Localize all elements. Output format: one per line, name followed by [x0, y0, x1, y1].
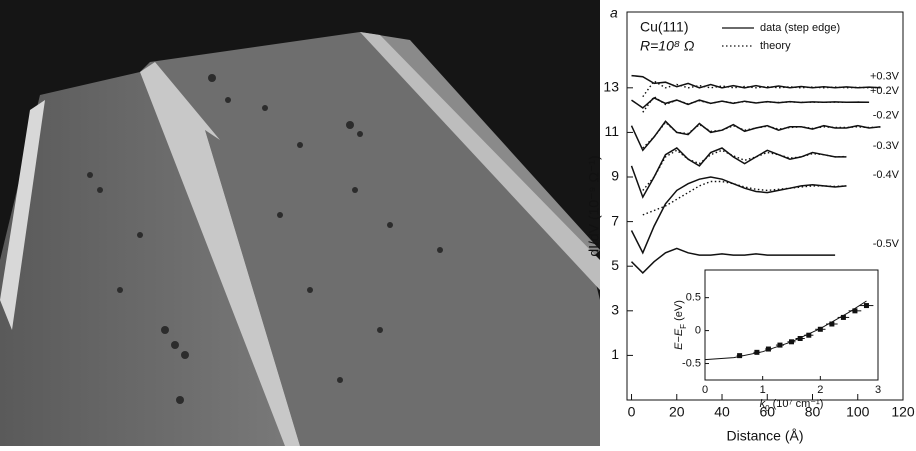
label-part: 0 [765, 404, 770, 413]
inset-x-tick-label: 2 [817, 384, 823, 396]
x-tick-label: 0 [628, 404, 636, 420]
curve-label: +0.3V [870, 71, 900, 83]
y-tick-label: 5 [611, 257, 619, 273]
panel-label: a [610, 5, 618, 21]
theory-line [642, 180, 847, 216]
y-tick-label: 13 [603, 79, 619, 95]
y-tick-label: 9 [611, 168, 619, 184]
point [817, 326, 823, 332]
inset-x-tick-label: 3 [875, 384, 881, 396]
curve-label: -0.2V [873, 110, 900, 122]
data-line [630, 147, 847, 199]
point [852, 308, 858, 314]
curve-label: -0.3V [873, 140, 900, 152]
label-part: E−E [673, 328, 685, 350]
inset-x-tick-label: 0 [702, 384, 708, 396]
annotation: Cu(111) [640, 19, 689, 35]
point [806, 332, 812, 338]
x-tick-label: 120 [891, 404, 915, 420]
x-axis-label: Distance (Å) [726, 428, 803, 444]
point [797, 336, 803, 342]
inset-y-tick-label: -0.5 [682, 357, 701, 369]
y-tick-label: 11 [604, 123, 619, 139]
point [863, 303, 869, 309]
x-tick-label: 40 [714, 404, 730, 420]
point [754, 349, 760, 355]
legend-label: theory [760, 40, 791, 52]
data-line [631, 74, 881, 89]
data-line [630, 176, 847, 255]
y-axis-label: dI/dV (10⁻⁹ Ω⁻¹) [586, 155, 602, 256]
y-tick-label: 1 [611, 346, 619, 362]
data-line [630, 247, 836, 274]
inset-frame [704, 269, 879, 381]
stm-image [0, 0, 600, 446]
point [829, 321, 835, 327]
curve-label: -0.5V [873, 238, 900, 250]
label-part: (eV) [673, 300, 685, 324]
inset-axis-label: E−EF (eV) [673, 300, 688, 350]
point [765, 346, 771, 352]
theory-line [642, 95, 870, 113]
curve-label: +0.2V [870, 85, 900, 97]
data-line [630, 120, 881, 152]
x-tick-label: 20 [669, 404, 685, 420]
label-part: (10⁷ cm⁻¹) [770, 398, 824, 410]
annotation: R=10⁸ Ω [640, 38, 695, 54]
theory-line [642, 80, 881, 98]
label-part: F [679, 324, 688, 329]
point [737, 353, 743, 359]
inset-axis-label: k0 (10⁷ cm⁻¹) [760, 398, 824, 413]
point [840, 314, 846, 320]
y-tick-label: 3 [611, 302, 619, 318]
plot-frame [626, 11, 904, 401]
point [789, 339, 794, 345]
data-line [631, 97, 870, 109]
label-part: k [760, 398, 766, 410]
curve-label: -0.4V [873, 169, 900, 181]
x-tick-label: 80 [805, 404, 821, 420]
x-tick-label: 60 [759, 404, 775, 420]
inset-y-tick-label: 0 [695, 325, 701, 337]
x-tick-label: 100 [846, 404, 870, 420]
point [777, 342, 783, 348]
inset-x-tick-label: 1 [760, 384, 766, 396]
y-tick-label: 7 [611, 212, 619, 228]
inset-y-tick-label: 0.5 [686, 292, 701, 304]
legend-label: data (step edge) [760, 22, 840, 34]
